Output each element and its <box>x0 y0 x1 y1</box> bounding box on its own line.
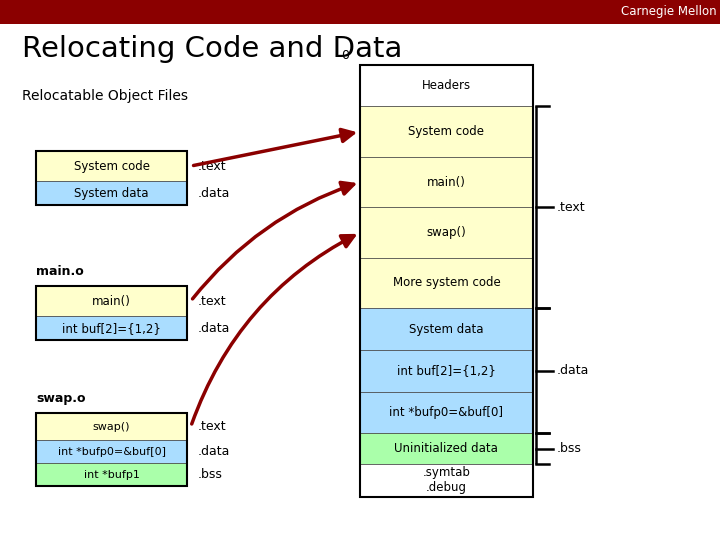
Text: int buf[2]={1,2}: int buf[2]={1,2} <box>397 364 496 377</box>
Text: .symtab
.debug: .symtab .debug <box>423 467 470 494</box>
Text: Carnegie Mellon: Carnegie Mellon <box>621 5 716 18</box>
Bar <box>36 413 187 440</box>
Bar <box>36 440 187 463</box>
Bar <box>36 286 187 316</box>
Bar <box>360 464 533 497</box>
Text: .data: .data <box>557 364 589 377</box>
Text: main.o: main.o <box>36 265 84 278</box>
Bar <box>36 151 187 181</box>
Text: System code: System code <box>73 159 150 173</box>
Bar <box>360 392 533 433</box>
Text: .text: .text <box>198 159 227 173</box>
Bar <box>0 0 720 24</box>
Text: int *bufp0=&buf[0]: int *bufp0=&buf[0] <box>390 406 503 419</box>
Text: swap.o: swap.o <box>36 392 86 405</box>
Text: main(): main() <box>92 294 131 308</box>
Bar <box>36 181 187 205</box>
Text: System code: System code <box>408 125 485 138</box>
Bar <box>360 157 533 207</box>
Text: int buf[2]={1,2}: int buf[2]={1,2} <box>62 321 161 335</box>
Bar <box>360 308 533 350</box>
Text: .bss: .bss <box>557 442 582 455</box>
Bar <box>36 316 187 340</box>
Text: .data: .data <box>198 186 230 200</box>
Text: main(): main() <box>427 176 466 188</box>
Text: .bss: .bss <box>198 468 223 481</box>
Text: 0: 0 <box>341 49 349 62</box>
Text: Relocating Code and Data: Relocating Code and Data <box>22 35 402 63</box>
Bar <box>360 65 533 497</box>
Bar <box>36 413 187 486</box>
Text: System data: System data <box>409 322 484 335</box>
Text: .data: .data <box>198 445 230 458</box>
Bar <box>36 286 187 340</box>
Bar <box>36 151 187 205</box>
Text: Headers: Headers <box>422 79 471 92</box>
Text: .data: .data <box>198 321 230 335</box>
Bar <box>360 106 533 157</box>
Bar <box>360 65 533 106</box>
Text: int *bufp0=&buf[0]: int *bufp0=&buf[0] <box>58 447 166 456</box>
Bar <box>360 258 533 308</box>
Text: System data: System data <box>74 186 149 200</box>
Text: .text: .text <box>198 294 227 308</box>
Text: Relocatable Object Files: Relocatable Object Files <box>22 89 188 103</box>
Bar <box>360 433 533 464</box>
Text: swap(): swap() <box>426 226 467 239</box>
Bar <box>360 350 533 392</box>
Bar <box>360 207 533 258</box>
Text: swap(): swap() <box>93 422 130 431</box>
Text: int *bufp1: int *bufp1 <box>84 469 140 480</box>
Text: .text: .text <box>557 201 585 214</box>
Text: .text: .text <box>198 420 227 433</box>
Text: Uninitialized data: Uninitialized data <box>395 442 498 455</box>
Text: Executable Object File: Executable Object File <box>360 89 514 103</box>
Text: More system code: More system code <box>392 276 500 289</box>
Bar <box>36 463 187 486</box>
